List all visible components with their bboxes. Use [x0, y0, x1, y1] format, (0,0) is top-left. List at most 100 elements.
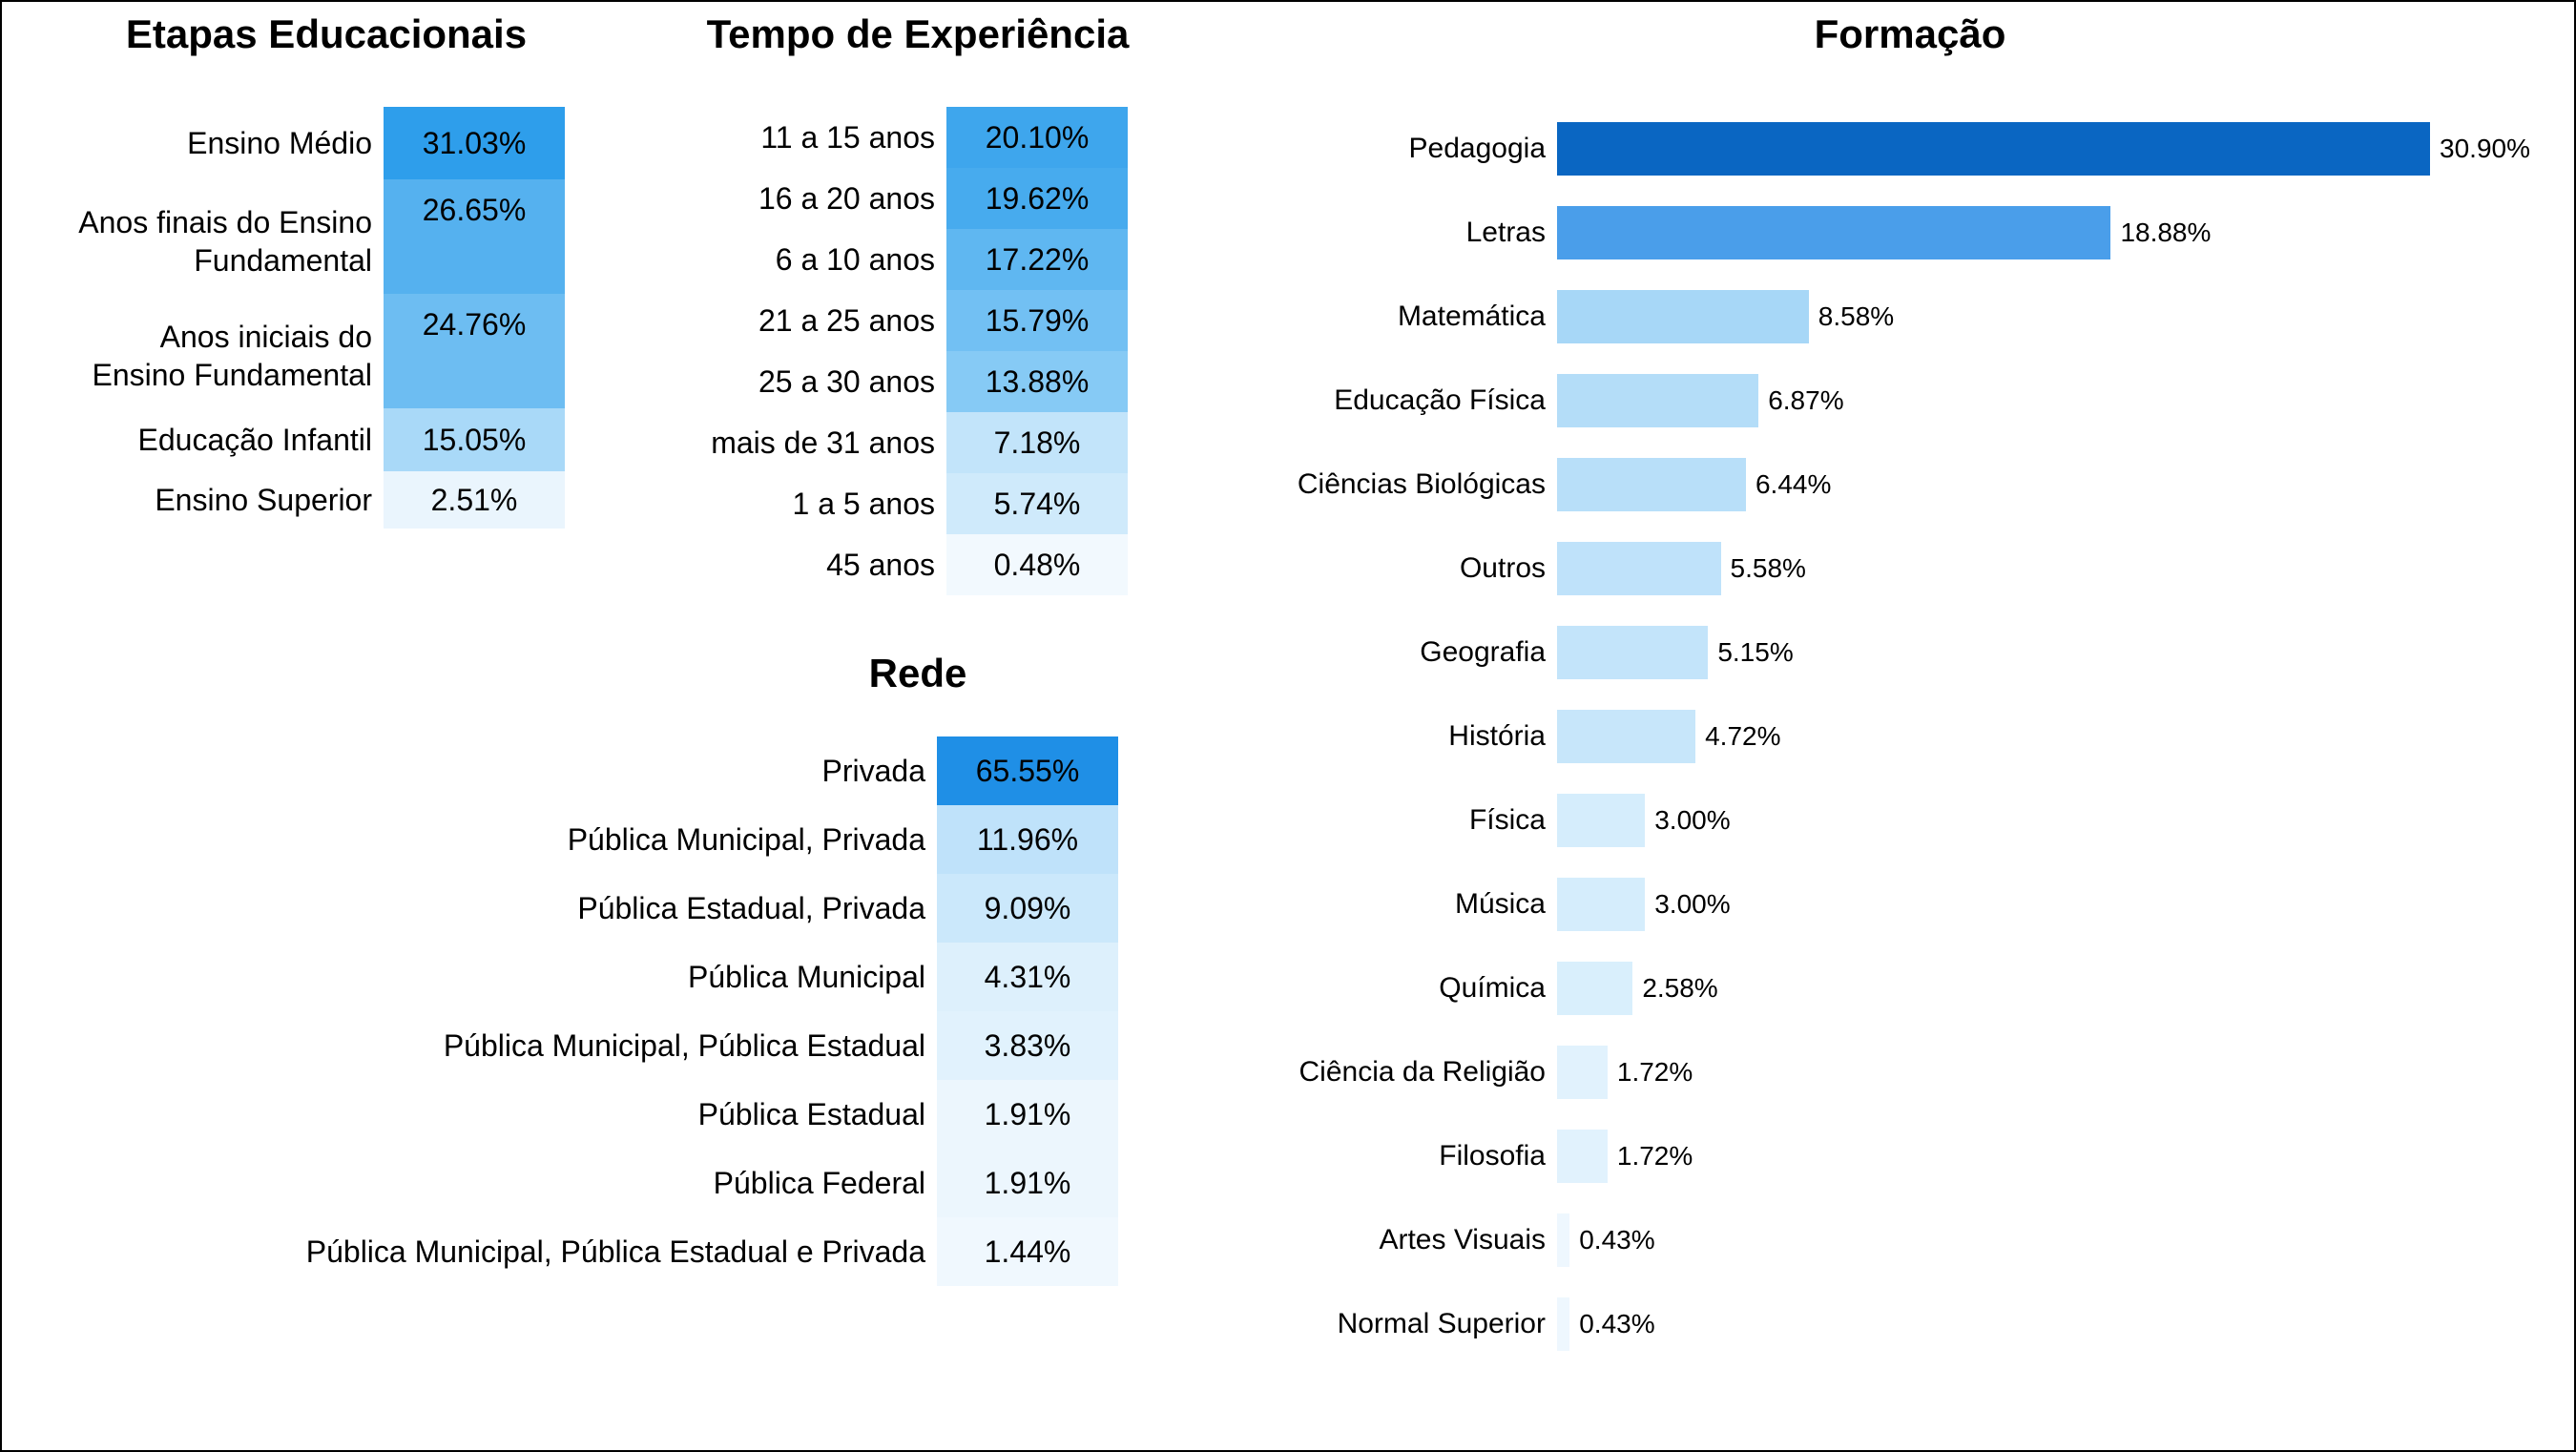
- formacao-bar-label: Química: [1204, 972, 1557, 1005]
- heatmap-row-label: Pública Estadual, Privada: [59, 889, 937, 927]
- formacao-bar: [1557, 1130, 1608, 1183]
- heatmap-row-label: Ensino Superior: [40, 481, 384, 519]
- tempo-heatmap-row: 11 a 15 anos20.10%: [651, 107, 1128, 168]
- formacao-bar-wrap: 30.90%: [1557, 122, 2530, 176]
- formacao-bar-row: Física3.00%: [1204, 778, 2530, 862]
- heatmap-row-label: Pública Municipal, Pública Estadual: [59, 1027, 937, 1065]
- formacao-bar-value: 1.72%: [1608, 1141, 1693, 1172]
- tempo-heatmap-row: 1 a 5 anos5.74%: [651, 473, 1128, 534]
- formacao-bar-wrap: 6.87%: [1557, 374, 2530, 427]
- heatmap-row-cell: 3.83%: [937, 1011, 1118, 1080]
- heatmap-row-label: 16 a 20 anos: [651, 179, 946, 218]
- formacao-bar-row: Ciência da Religião 1.72%: [1204, 1030, 2530, 1114]
- formacao-title: Formação: [1338, 11, 2483, 57]
- heatmap-row-label: Pública Municipal, Privada: [59, 820, 937, 859]
- formacao-bar-wrap: 3.00%: [1557, 878, 2530, 931]
- formacao-bar-label: Ciências Biológicas: [1204, 468, 1557, 501]
- rede-heatmap-row: Privada65.55%: [59, 736, 1118, 805]
- tempo-heatmap-row: 45 anos0.48%: [651, 534, 1128, 595]
- formacao-bar-label: Ciência da Religião: [1204, 1056, 1557, 1089]
- formacao-bar-value: 3.00%: [1645, 805, 1730, 836]
- heatmap-row-label: Ensino Médio: [40, 124, 384, 162]
- heatmap-row-label: Educação Infantil: [40, 421, 384, 459]
- tempo-heatmap-row: 21 a 25 anos15.79%: [651, 290, 1128, 351]
- heatmap-row-label: Pública Federal: [59, 1164, 937, 1202]
- formacao-bar: [1557, 794, 1645, 847]
- heatmap-row-cell: 20.10%: [946, 107, 1128, 168]
- heatmap-row-label: Anos finais do Ensino Fundamental: [40, 194, 384, 280]
- heatmap-row-cell: 26.65%: [384, 179, 565, 294]
- heatmap-row-cell: 19.62%: [946, 168, 1128, 229]
- formacao-bar-value: 30.90%: [2430, 134, 2530, 164]
- formacao-bar-value: 6.44%: [1746, 469, 1831, 500]
- tempo-title: Tempo de Experiência: [651, 11, 1185, 57]
- formacao-bar: [1557, 122, 2430, 176]
- formacao-bar-value: 5.15%: [1708, 637, 1793, 668]
- formacao-bar-wrap: 1.72%: [1557, 1046, 2530, 1099]
- etapas-title: Etapas Educacionais: [59, 11, 593, 57]
- rede-heatmap: Privada65.55%Pública Municipal, Privada1…: [59, 736, 1118, 1286]
- formacao-bar-label: Matemática: [1204, 301, 1557, 333]
- etapas-heatmap-row: Educação Infantil15.05%: [40, 408, 565, 471]
- formacao-bar-value: 0.43%: [1569, 1225, 1654, 1255]
- heatmap-row-cell: 1.91%: [937, 1080, 1118, 1149]
- formacao-bar-row: Filosofia 1.72%: [1204, 1114, 2530, 1198]
- rede-heatmap-row: Pública Municipal4.31%: [59, 943, 1118, 1011]
- heatmap-row-label: 11 a 15 anos: [651, 118, 946, 156]
- tempo-heatmap-row: mais de 31 anos7.18%: [651, 412, 1128, 473]
- tempo-heatmap-row: 16 a 20 anos19.62%: [651, 168, 1128, 229]
- rede-heatmap-row: Pública Municipal, Privada11.96%: [59, 805, 1118, 874]
- heatmap-row-cell: 2.51%: [384, 471, 565, 529]
- formacao-bar-row: Ciências Biológicas 6.44%: [1204, 443, 2530, 527]
- heatmap-row-cell: 17.22%: [946, 229, 1128, 290]
- formacao-bar-value: 3.00%: [1645, 889, 1730, 920]
- rede-heatmap-row: Pública Estadual1.91%: [59, 1080, 1118, 1149]
- heatmap-row-cell: 24.76%: [384, 294, 565, 408]
- formacao-bar-wrap: 2.58%: [1557, 962, 2530, 1015]
- formacao-bar-row: Letras18.88%: [1204, 191, 2530, 275]
- formacao-bar: [1557, 1297, 1569, 1351]
- heatmap-row-cell: 9.09%: [937, 874, 1118, 943]
- formacao-bar-value: 6.87%: [1758, 385, 1843, 416]
- formacao-bar-row: Química 2.58%: [1204, 946, 2530, 1030]
- heatmap-row-label: Pública Municipal, Pública Estadual e Pr…: [59, 1233, 937, 1271]
- heatmap-row-cell: 1.91%: [937, 1149, 1118, 1217]
- formacao-bar-label: Filosofia: [1204, 1140, 1557, 1172]
- formacao-bar-row: Artes Visuais0.43%: [1204, 1198, 2530, 1282]
- tempo-heatmap: 11 a 15 anos20.10%16 a 20 anos19.62%6 a …: [651, 107, 1128, 595]
- rede-heatmap-row: Pública Municipal, Pública Estadual e Pr…: [59, 1217, 1118, 1286]
- formacao-bar-wrap: 5.15%: [1557, 626, 2530, 679]
- dashboard-frame: Etapas Educacionais Ensino Médio31.03%An…: [0, 0, 2576, 1452]
- formacao-bar-label: Educação Física: [1204, 384, 1557, 417]
- rede-heatmap-row: Pública Municipal, Pública Estadual3.83%: [59, 1011, 1118, 1080]
- formacao-bar-row: Geografia5.15%: [1204, 611, 2530, 695]
- formacao-bar: [1557, 878, 1645, 931]
- formacao-bar-label: Pedagogia: [1204, 133, 1557, 165]
- formacao-bar-row: Educação Física 6.87%: [1204, 359, 2530, 443]
- formacao-bar-row: Outros5.58%: [1204, 527, 2530, 611]
- heatmap-row-cell: 11.96%: [937, 805, 1118, 874]
- formacao-bar-wrap: 4.72%: [1557, 710, 2530, 763]
- formacao-bar-label: Música: [1204, 888, 1557, 921]
- formacao-bar: [1557, 962, 1632, 1015]
- formacao-bar-row: Música 3.00%: [1204, 862, 2530, 946]
- heatmap-row-cell: 31.03%: [384, 107, 565, 179]
- heatmap-row-cell: 15.05%: [384, 408, 565, 471]
- heatmap-row-cell: 5.74%: [946, 473, 1128, 534]
- heatmap-row-label: 6 a 10 anos: [651, 240, 946, 279]
- heatmap-row-label: Privada: [59, 752, 937, 790]
- formacao-bar-label: História: [1204, 720, 1557, 753]
- formacao-bar-wrap: 1.72%: [1557, 1130, 2530, 1183]
- etapas-heatmap-row: Anos finais do Ensino Fundamental26.65%: [40, 179, 565, 294]
- heatmap-row-cell: 4.31%: [937, 943, 1118, 1011]
- rede-heatmap-row: Pública Estadual, Privada9.09%: [59, 874, 1118, 943]
- tempo-heatmap-row: 6 a 10 anos17.22%: [651, 229, 1128, 290]
- formacao-bar-value: 0.43%: [1569, 1309, 1654, 1339]
- formacao-bar-value: 2.58%: [1632, 973, 1717, 1004]
- formacao-bar-value: 1.72%: [1608, 1057, 1693, 1088]
- formacao-bar-row: Normal Superior0.43%: [1204, 1282, 2530, 1366]
- formacao-bar: [1557, 542, 1721, 595]
- formacao-bar-label: Letras: [1204, 217, 1557, 249]
- formacao-bar: [1557, 1046, 1608, 1099]
- formacao-bar: [1557, 206, 2110, 259]
